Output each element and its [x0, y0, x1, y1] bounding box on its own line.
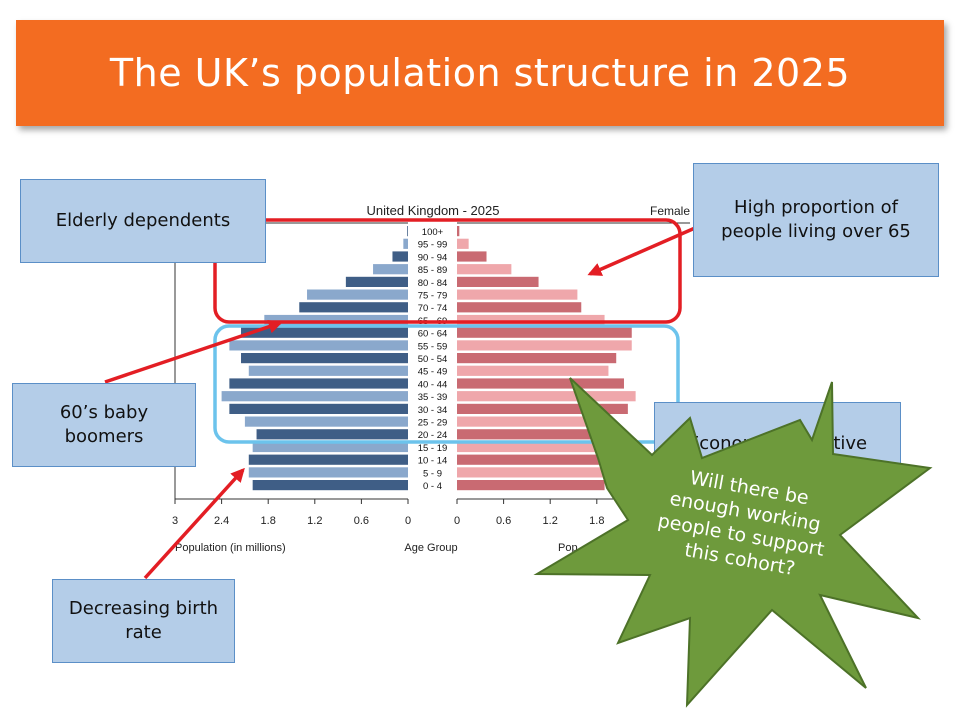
age-label: 10 - 14: [418, 456, 448, 467]
callout-high-proportion: High proportion of people living over 65: [693, 163, 939, 277]
callout-baby-boomers: 60’s baby boomers: [12, 383, 196, 467]
slide-title: The UK’s population structure in 2025: [109, 51, 851, 95]
age-label: 5 - 9: [423, 468, 442, 479]
chart-legend-female: Female: [650, 204, 690, 218]
title-banner: The UK’s population structure in 2025: [16, 20, 944, 126]
callout-birth-rate: Decreasing birth rate: [52, 579, 235, 663]
male-bar-5-9: [248, 467, 408, 478]
chart-title: United Kingdom - 2025: [367, 203, 500, 218]
female-bar-5-9: [457, 467, 609, 478]
age-label: 15 - 19: [418, 443, 448, 454]
female-bar-0-4: [457, 480, 605, 491]
x-axis-label-center: Age Group: [404, 542, 457, 554]
male-bar-15-19: [252, 441, 408, 453]
callout-elderly-dependents: Elderly dependents: [20, 179, 266, 263]
x-tick-label: 0.6: [354, 515, 369, 527]
female-bar-15-19: [457, 441, 609, 453]
x-tick-label: 0: [405, 515, 411, 527]
male-bar-10-14: [248, 454, 408, 465]
age-label: 0 - 4: [423, 481, 442, 492]
x-tick-label: 1.2: [307, 515, 322, 527]
male-bar-0-4: [252, 480, 408, 491]
x-tick-label: 1.2: [543, 515, 558, 527]
x-tick-label: 1.8: [261, 515, 276, 527]
x-tick-label: 0: [454, 515, 460, 527]
x-tick-label: 1.8: [589, 515, 604, 527]
starburst-shape: [533, 377, 933, 708]
female-bar-10-14: [457, 454, 605, 465]
x-tick-label: 0.6: [496, 515, 511, 527]
x-axis-label-right: Pop: [558, 542, 578, 554]
